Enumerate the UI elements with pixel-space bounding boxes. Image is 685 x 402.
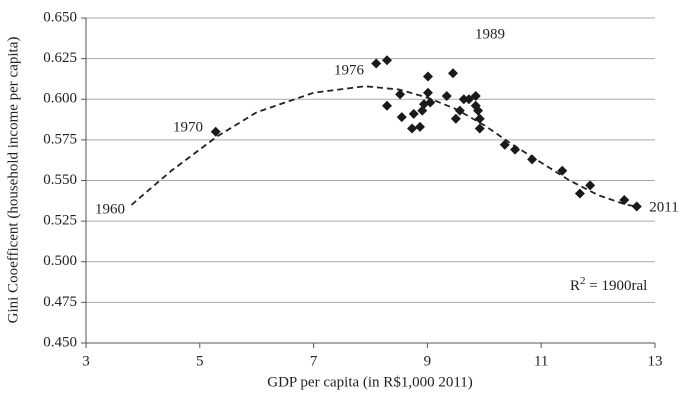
point	[396, 112, 407, 123]
point	[415, 121, 426, 132]
y-tick-label: 0.625	[43, 50, 77, 66]
point	[463, 94, 474, 105]
point	[425, 97, 436, 108]
x-tick-label: 7	[310, 353, 318, 369]
x-tick-label: 5	[196, 353, 204, 369]
annotation: 1989	[475, 26, 505, 42]
point	[510, 144, 521, 155]
point	[382, 55, 393, 66]
r2-label: R2 = 1900ral	[570, 275, 647, 295]
point	[454, 105, 465, 116]
y-tick-label: 0.550	[43, 172, 77, 188]
point	[448, 68, 459, 79]
point	[422, 87, 433, 98]
annotation: 1976	[334, 62, 365, 78]
x-tick-label: 11	[534, 353, 548, 369]
trend-line	[130, 85, 639, 208]
r2-base: R	[570, 278, 580, 294]
point	[499, 139, 510, 150]
point	[473, 105, 484, 116]
y-tick-label: 0.650	[43, 9, 77, 25]
point	[210, 126, 221, 137]
point	[371, 58, 382, 69]
annotation: 2011	[649, 199, 678, 215]
point	[470, 91, 481, 101]
point	[407, 123, 418, 134]
point	[631, 201, 642, 212]
point	[474, 113, 485, 124]
point	[557, 165, 568, 176]
point	[441, 91, 452, 101]
y-tick-label: 0.575	[43, 131, 77, 147]
point	[458, 94, 469, 105]
point	[574, 188, 585, 199]
point	[527, 154, 538, 165]
point	[450, 113, 461, 124]
x-axis-label: GDP per capita (in R$1,000 2011)	[267, 374, 473, 390]
y-tick-label: 0.525	[43, 213, 77, 229]
y-tick-label: 0.475	[43, 294, 77, 310]
point	[619, 195, 630, 205]
r2-rest: = 1900ral	[586, 278, 648, 294]
point	[382, 100, 393, 111]
point	[585, 180, 596, 191]
x-tick-label: 13	[648, 353, 663, 369]
x-tick-label: 9	[424, 353, 432, 369]
y-axis-label: Gini Cooefficent (household income per c…	[5, 37, 21, 324]
point	[474, 123, 485, 134]
x-tick-label: 3	[82, 353, 90, 369]
annotation: 1960	[95, 201, 125, 217]
point	[408, 108, 419, 119]
annotation: 1970	[173, 119, 203, 135]
y-tick-label: 0.500	[43, 253, 77, 269]
point	[395, 89, 406, 100]
point	[422, 71, 433, 82]
r2-sup: 2	[580, 275, 586, 287]
y-tick-label: 0.450	[43, 334, 77, 350]
y-tick-label: 0.600	[43, 91, 77, 107]
